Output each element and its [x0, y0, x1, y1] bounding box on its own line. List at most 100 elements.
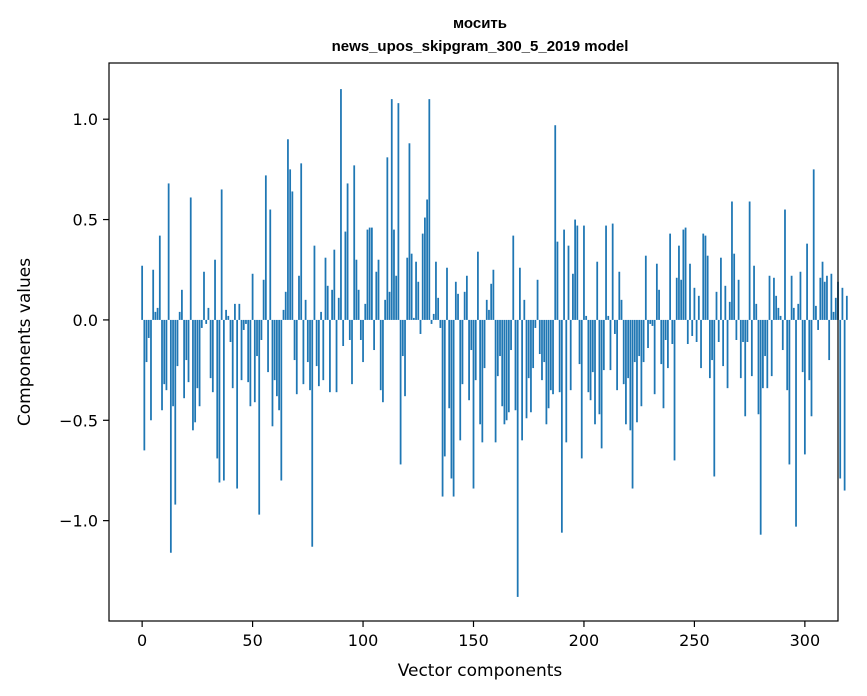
bar: [693, 287, 696, 320]
bar: [843, 319, 846, 491]
bar: [225, 309, 227, 320]
bar: [823, 281, 826, 320]
bar: [795, 319, 797, 527]
x-axis-label: Vector components: [398, 661, 563, 681]
bar: [583, 225, 585, 320]
y-tick-label: −0.5: [59, 411, 98, 430]
bar: [803, 319, 806, 455]
bar: [424, 217, 426, 320]
bar: [220, 189, 223, 320]
bar: [720, 257, 722, 320]
bar: [739, 319, 742, 379]
bar: [845, 295, 848, 320]
bar: [306, 319, 309, 363]
bar: [700, 319, 702, 369]
bar: [627, 319, 630, 379]
bar: [251, 273, 254, 320]
bar: [309, 319, 311, 391]
bar: [289, 169, 292, 320]
bar: [446, 267, 448, 320]
bar: [611, 223, 614, 320]
bar: [410, 253, 413, 320]
bar: [311, 319, 314, 547]
bar: [567, 245, 570, 320]
x-tick-label: 200: [569, 631, 600, 650]
bar: [390, 99, 393, 320]
bar: [355, 259, 358, 320]
bar: [821, 261, 824, 320]
bar: [218, 319, 221, 483]
bar: [543, 319, 546, 363]
bar: [229, 319, 232, 342]
bar: [457, 293, 459, 320]
bar: [600, 319, 603, 449]
bar: [335, 319, 338, 393]
bar: [280, 319, 283, 481]
bar: [777, 307, 780, 320]
x-axis-ticks: 0 50 100 150 200 250 300: [137, 621, 820, 650]
bar: [538, 319, 541, 355]
bar: [388, 291, 391, 320]
bar: [315, 319, 318, 367]
bar: [382, 319, 384, 403]
bar: [373, 319, 375, 351]
bar: [664, 319, 667, 340]
bar: [556, 241, 559, 320]
bar: [591, 319, 594, 373]
bar: [441, 319, 444, 497]
bar: [269, 209, 272, 320]
bar: [172, 319, 174, 407]
bar: [196, 319, 199, 389]
bar: [609, 319, 612, 371]
bar: [152, 269, 155, 320]
bar: [792, 307, 795, 320]
bar: [521, 319, 523, 441]
bar: [545, 319, 548, 425]
bar: [238, 303, 241, 320]
bar: [492, 269, 495, 320]
bar: [724, 285, 727, 320]
bar: [320, 311, 322, 320]
bar: [512, 235, 515, 320]
bar: [329, 319, 331, 393]
bar: [147, 319, 150, 338]
x-tick-label: 100: [348, 631, 379, 650]
bar: [552, 319, 554, 395]
bar: [450, 319, 453, 479]
bar: [810, 319, 813, 417]
bar: [234, 303, 236, 320]
bar: [214, 259, 216, 320]
bar: [662, 319, 665, 409]
bar: [651, 319, 654, 326]
bar: [298, 275, 300, 320]
bar: [419, 319, 422, 334]
bar: [256, 319, 258, 357]
bar: [267, 319, 269, 373]
bar: [485, 299, 488, 320]
y-tick-label: 1.0: [73, 110, 98, 129]
bar: [680, 279, 683, 320]
bar: [671, 319, 674, 345]
bar: [669, 233, 671, 320]
bar: [435, 261, 437, 320]
bar: [468, 319, 470, 401]
bar: [384, 299, 387, 320]
bar: [264, 175, 267, 320]
bar: [282, 309, 285, 320]
bar: [364, 303, 367, 320]
x-tick-label: 0: [137, 631, 147, 650]
bar: [351, 319, 353, 385]
bar: [750, 319, 753, 377]
bar: [697, 295, 700, 320]
bar: [333, 249, 336, 320]
bar: [470, 319, 473, 351]
x-tick-label: 50: [242, 631, 262, 650]
bar: [353, 165, 356, 320]
bar: [437, 297, 440, 320]
bar: [640, 319, 643, 407]
bar: [735, 319, 738, 340]
bar: [636, 319, 638, 423]
bar: [587, 319, 590, 393]
bar: [708, 319, 711, 379]
bar: [483, 319, 486, 369]
